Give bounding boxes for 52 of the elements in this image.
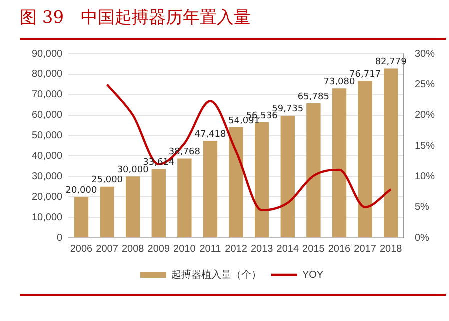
y-tick-label: 90,000 bbox=[32, 48, 64, 60]
y2-tick-label: 5% bbox=[414, 202, 430, 214]
y2-tick-label: 15% bbox=[414, 140, 436, 152]
bar bbox=[384, 68, 398, 238]
x-tick-label: 2017 bbox=[354, 244, 377, 255]
bar bbox=[358, 81, 372, 238]
x-tick-label: 2008 bbox=[122, 244, 145, 255]
x-tick-label: 2011 bbox=[200, 244, 222, 255]
x-tick-label: 2014 bbox=[276, 244, 300, 255]
chart-title: 图 39 中国起搏器历年置入量 bbox=[20, 7, 252, 29]
bar bbox=[74, 197, 89, 238]
y-tick-label: 70,000 bbox=[32, 90, 64, 101]
bar bbox=[178, 158, 192, 238]
x-tick-label: 2018 bbox=[380, 244, 403, 255]
legend-label: 起搏器植入量（个） bbox=[171, 268, 262, 281]
bar bbox=[100, 186, 114, 238]
x-tick-label: 2015 bbox=[302, 244, 326, 255]
x-tick-label: 2016 bbox=[328, 244, 352, 255]
legend-label: YOY bbox=[302, 270, 324, 281]
data-label: 65,785 bbox=[298, 92, 330, 102]
y-tick-label: 20,000 bbox=[32, 192, 64, 203]
data-label: 82,779 bbox=[375, 58, 408, 68]
bar bbox=[306, 104, 321, 238]
y-tick-label: 0 bbox=[57, 232, 64, 244]
bar bbox=[280, 116, 295, 238]
y2-tick-label: 10% bbox=[414, 171, 436, 182]
y-tick-label: 60,000 bbox=[32, 110, 64, 122]
y-tick-label: 50,000 bbox=[32, 130, 64, 142]
x-tick-label: 2013 bbox=[250, 244, 274, 255]
data-label: 20,000 bbox=[66, 186, 98, 196]
x-tick-label: 2006 bbox=[70, 244, 94, 255]
y2-tick-label: 30% bbox=[414, 48, 436, 60]
bar bbox=[126, 176, 140, 238]
x-tick-label: 2009 bbox=[148, 244, 170, 255]
bar bbox=[152, 169, 166, 238]
x-tick-label: 2012 bbox=[225, 244, 248, 255]
y-tick-label: 80,000 bbox=[32, 69, 64, 80]
x-tick-label: 2007 bbox=[96, 244, 119, 255]
y2-tick-label: 20% bbox=[414, 110, 436, 122]
bar bbox=[332, 88, 347, 238]
y2-tick-label: 25% bbox=[414, 79, 436, 90]
x-tick-label: 2010 bbox=[174, 244, 196, 255]
data-label: 25,000 bbox=[92, 176, 124, 186]
data-label: 73,080 bbox=[324, 77, 356, 88]
y-tick-label: 40,000 bbox=[32, 150, 64, 162]
bar bbox=[229, 127, 244, 238]
data-label: 47,418 bbox=[194, 130, 226, 140]
y-tick-label: 30,000 bbox=[32, 171, 64, 182]
bar bbox=[203, 141, 218, 238]
data-label: 30,000 bbox=[117, 166, 150, 176]
y-tick-label: 10,000 bbox=[32, 212, 64, 224]
y2-tick-label: 0% bbox=[414, 232, 430, 244]
